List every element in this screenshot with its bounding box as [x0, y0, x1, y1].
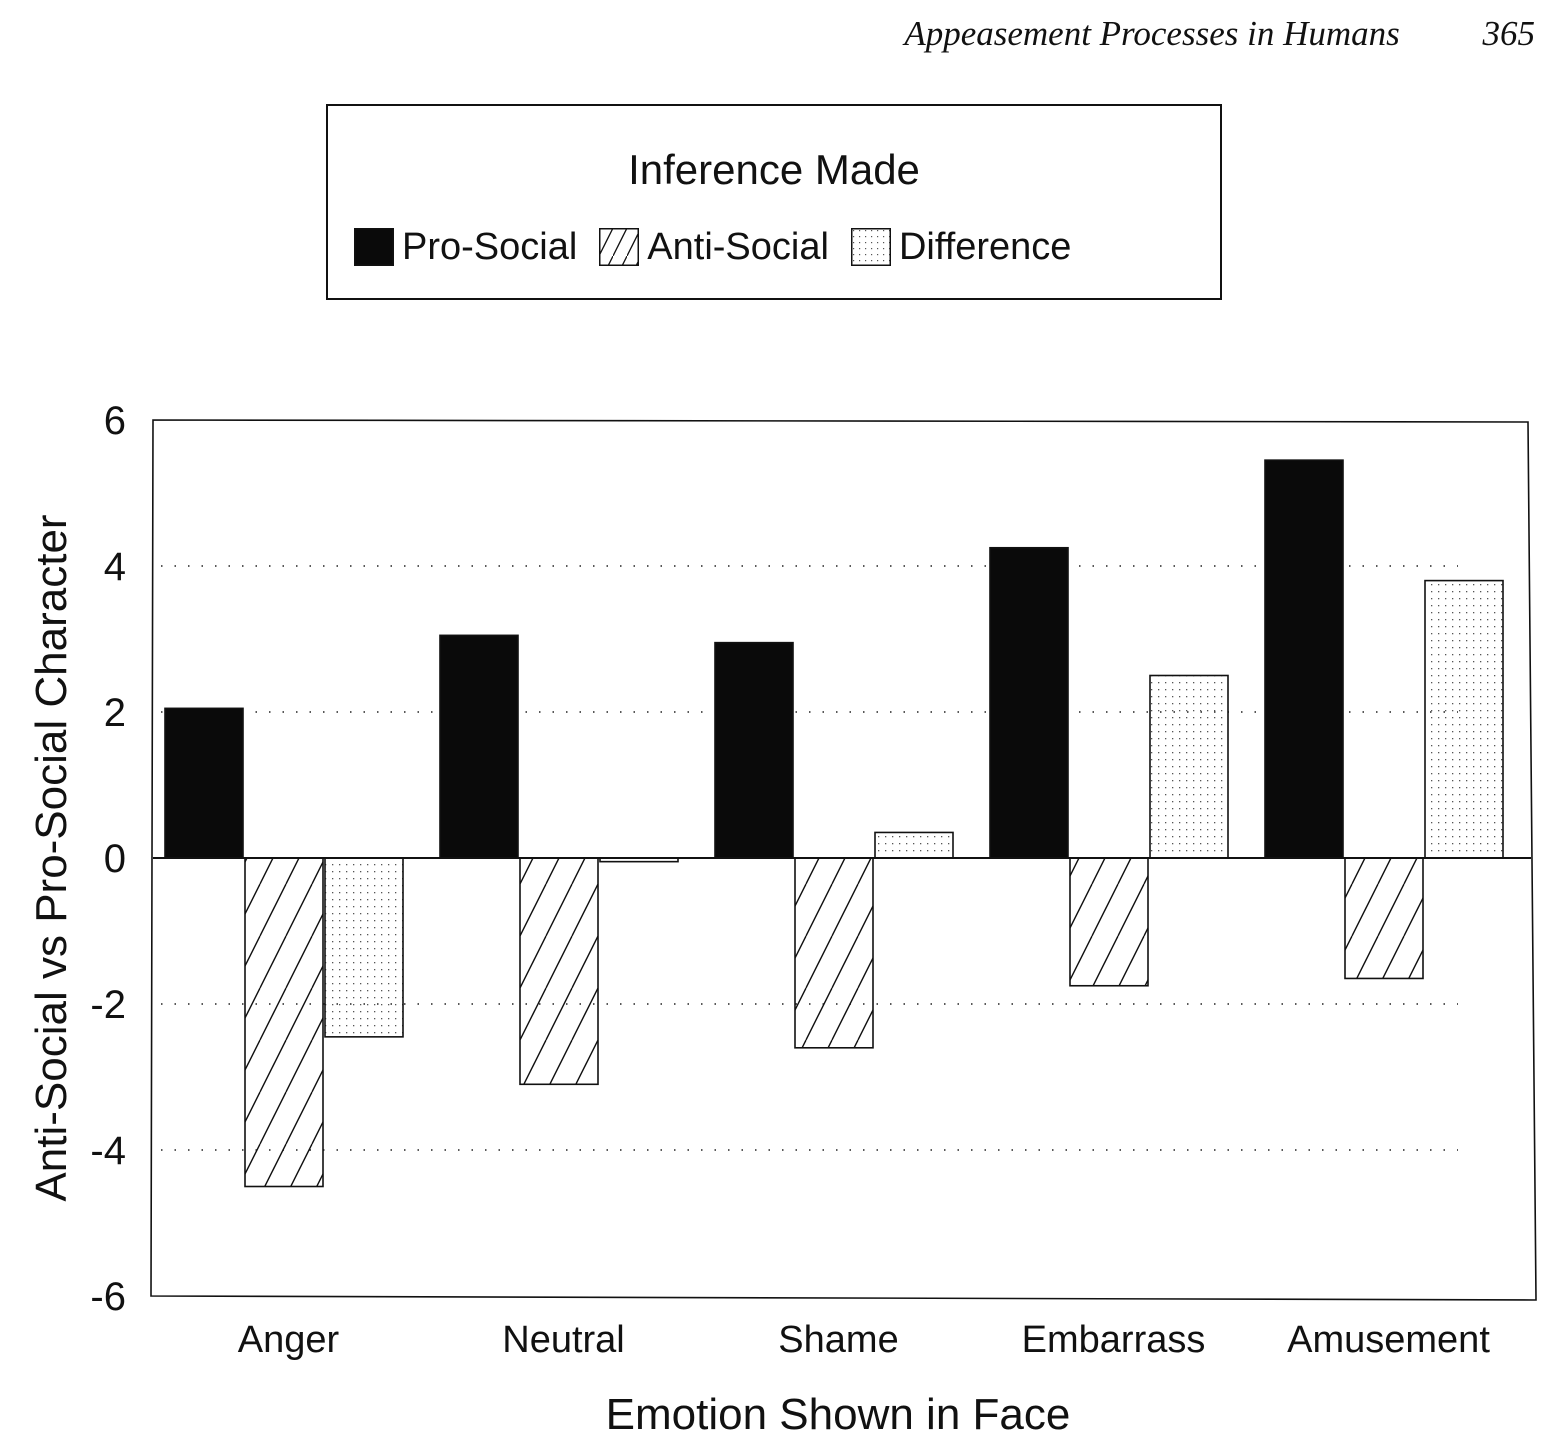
x-tick-label: Anger — [238, 1319, 340, 1361]
legend-label-anti-social: Anti-Social — [647, 225, 829, 268]
legend-item-anti-social: Anti-Social — [599, 226, 829, 269]
plot-frame — [150, 419, 1537, 1301]
y-tick-label: 6 — [104, 399, 126, 443]
bar-anti-social — [519, 857, 599, 1086]
tick-labels: 6 4 2 0 -2 -4 -6 Anger Neutral Shame Embarrass Amus… — [90, 399, 1490, 1361]
legend: Inference Made Pro-Social Anti-Social — [326, 104, 1222, 300]
x-tick-label: Shame — [778, 1319, 898, 1361]
page-number: 365 — [1482, 14, 1536, 53]
bar-difference — [1149, 674, 1229, 859]
bar-anti-social — [1069, 857, 1149, 987]
x-tick-label: Amusement — [1287, 1319, 1490, 1361]
y-axis-title: Anti-Social vs Pro-Social Character — [27, 514, 76, 1202]
legend-swatch-hatch — [599, 228, 640, 266]
legend-items: Pro-Social Anti-Social — [354, 224, 1093, 270]
x-tick-label: Neutral — [502, 1319, 625, 1361]
bar-difference — [874, 831, 954, 859]
y-tick-label: 0 — [104, 837, 126, 881]
bar-pro-social — [989, 546, 1069, 859]
bar-difference — [324, 857, 404, 1038]
legend-swatch-dots — [850, 228, 891, 266]
axes — [150, 419, 1537, 1301]
y-tick-label: -4 — [90, 1129, 126, 1173]
legend-item-pro-social: Pro-Social — [354, 226, 577, 269]
bar-anti-social — [794, 857, 874, 1049]
y-tick-label: -2 — [90, 983, 126, 1027]
bar-anti-social — [1344, 857, 1424, 980]
bar-pro-social — [439, 634, 519, 859]
legend-label-pro-social: Pro-Social — [402, 225, 578, 268]
bar-difference — [1424, 579, 1504, 859]
y-tick-label: -6 — [90, 1275, 126, 1319]
bar-pro-social — [714, 641, 794, 859]
x-axis-title: Emotion Shown in Face — [605, 1390, 1071, 1439]
bar-pro-social — [1264, 459, 1344, 859]
y-tick-label: 4 — [104, 545, 126, 589]
running-head: Appeasement Processes in Humans 365 — [904, 14, 1535, 54]
bars — [164, 459, 1504, 1188]
running-title: Appeasement Processes in Humans — [904, 14, 1400, 53]
y-tick-label: 2 — [104, 691, 126, 735]
bar-pro-social — [164, 707, 244, 859]
legend-label-difference: Difference — [898, 225, 1072, 268]
legend-item-difference: Difference — [850, 225, 1072, 269]
legend-swatch-solid — [354, 228, 394, 266]
x-tick-label: Embarrass — [1022, 1319, 1206, 1361]
legend-title: Inference Made — [628, 146, 920, 193]
bar-anti-social — [244, 857, 324, 1188]
